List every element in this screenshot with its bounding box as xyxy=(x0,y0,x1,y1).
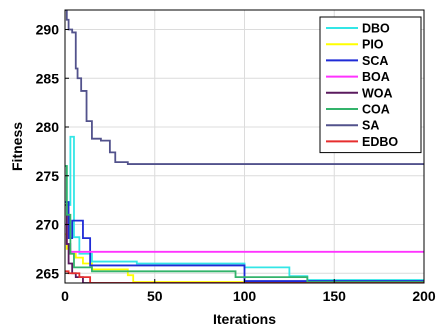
legend-label-sca: SCA xyxy=(362,54,388,68)
legend: DBO PIO SCA BOA WOA COA SA EDBO xyxy=(319,16,422,154)
x-tick-label: 100 xyxy=(233,288,257,304)
series-line-coa xyxy=(65,165,424,283)
y-tick-label: 270 xyxy=(36,217,60,233)
x-tick-label: 150 xyxy=(323,288,347,304)
legend-label-sa: SA xyxy=(362,119,379,133)
y-tick-label: 275 xyxy=(36,168,60,184)
legend-label-pio: PIO xyxy=(362,38,384,52)
y-tick-label: 280 xyxy=(36,119,60,135)
legend-label-woa: WOA xyxy=(362,86,393,100)
x-axis-title: Iterations xyxy=(213,311,276,327)
legend-label-edbo: EDBO xyxy=(362,135,398,149)
legend-label-boa: BOA xyxy=(362,70,390,84)
series-line-sca xyxy=(65,201,424,282)
y-tick-label: 290 xyxy=(36,22,60,38)
y-axis-title: Fitness xyxy=(9,122,25,171)
series-line-woa xyxy=(65,204,424,283)
series-line-sa xyxy=(65,10,424,165)
series-line-edbo xyxy=(65,270,424,283)
axis-ticks: 0 50 100 150 200 265 270 275 280 285 290 xyxy=(36,22,436,305)
x-tick-label: 200 xyxy=(412,288,436,304)
x-tick-label: 50 xyxy=(147,288,163,304)
y-tick-label: 285 xyxy=(36,70,60,86)
legend-label-dbo: DBO xyxy=(362,22,390,36)
legend-box xyxy=(319,16,422,154)
series-line-dbo xyxy=(65,135,424,281)
y-tick-label: 265 xyxy=(36,265,60,281)
series-group xyxy=(65,10,424,283)
legend-label-coa: COA xyxy=(362,103,390,117)
x-tick-label: 0 xyxy=(61,288,69,304)
